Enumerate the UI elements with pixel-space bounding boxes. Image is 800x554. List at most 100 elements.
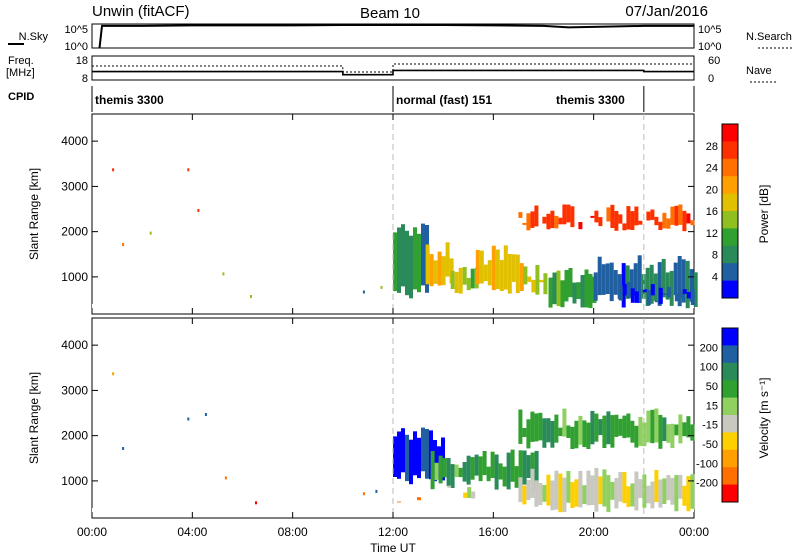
power-data-cell (503, 245, 508, 290)
power-data-cell (454, 271, 459, 293)
velocity-data-cell (574, 479, 579, 507)
freq-left-label: Freq. (8, 55, 34, 67)
power-data-cell (613, 270, 618, 295)
power-colorbar-swatch (722, 228, 738, 247)
power-data-cell (654, 216, 659, 226)
power-data-cell (638, 220, 643, 225)
velocity-data-cell (470, 457, 475, 480)
power-data-cell (526, 213, 531, 231)
power-ylabel: Slant Range [km] (27, 168, 41, 260)
velocity-data-cell (618, 472, 623, 502)
velocity-data-cell (606, 475, 611, 513)
power-colorbar-label: Power [dB] (757, 185, 771, 244)
velocity-data-cell (534, 413, 539, 442)
velocity-data-cell (550, 480, 555, 511)
power-data-cell (653, 273, 658, 301)
velocity-data-cell (622, 415, 627, 439)
velocity-colorbar-tick: -100 (696, 458, 718, 470)
power-data-cell (550, 210, 555, 228)
velocity-data-cell (471, 491, 476, 499)
velocity-data-cell (534, 450, 539, 484)
power-data-cell (518, 212, 523, 218)
velocity-data-point (362, 492, 365, 496)
power-data-cell (661, 258, 666, 298)
velocity-data-cell (421, 427, 425, 472)
velocity-data-cell (393, 436, 397, 477)
power-data-cell (682, 289, 687, 294)
velocity-data-cell (446, 458, 451, 486)
power-data-point (222, 272, 225, 276)
power-data-cell (645, 267, 650, 306)
power-colorbar-swatch (722, 211, 738, 229)
power-data-cell (441, 256, 446, 286)
time-xtick-label: 00:00 (77, 525, 107, 539)
power-data-cell (666, 286, 671, 298)
beam-title: Beam 10 (360, 5, 420, 22)
velocity-data-cell (666, 424, 671, 443)
velocity-colorbar-tick: 50 (706, 381, 718, 393)
velocity-data-cell (570, 482, 575, 508)
power-data-cell (678, 204, 683, 225)
velocity-data-cell (690, 474, 695, 509)
power-data-cell (658, 221, 663, 230)
power-data-cell (519, 263, 524, 291)
power-data-cell (511, 254, 516, 282)
power-data-cell (630, 288, 635, 303)
cpid-label: CPID (8, 91, 34, 103)
power-data-cell (690, 220, 695, 226)
power-data-cell (479, 250, 484, 284)
power-data-cell (689, 269, 694, 302)
power-colorbar-tick: 16 (706, 206, 718, 218)
velocity-data-cell (650, 409, 655, 444)
power-data-cell (626, 206, 631, 230)
power-data-cell (433, 260, 438, 284)
power-data-cell (562, 204, 567, 225)
velocity-ytick-label: 3000 (61, 383, 88, 397)
power-data-cell (622, 284, 627, 296)
velocity-data-cell (498, 463, 503, 480)
power-data-cell (458, 267, 463, 294)
power-data-cell (678, 292, 683, 298)
velocity-data-cell (486, 466, 491, 482)
power-data-cell (534, 205, 539, 227)
velocity-ylabel: Slant Range [km] (27, 372, 41, 464)
velocity-data-cell (466, 455, 471, 485)
velocity-colorbar-swatch (722, 345, 738, 364)
power-data-cell (413, 227, 417, 290)
power-data-cell (522, 223, 527, 225)
velocity-data-cell (522, 428, 527, 437)
velocity-data-cell (586, 470, 591, 506)
velocity-data-cell (562, 408, 567, 437)
velocity-ytick-label: 4000 (61, 338, 88, 352)
velocity-data-cell (578, 470, 583, 508)
power-data-cell (584, 269, 589, 308)
velocity-data-cell (554, 414, 559, 443)
velocity-colorbar-swatch (722, 432, 738, 451)
velocity-ytick-label: 1000 (61, 474, 88, 488)
power-data-cell (495, 249, 500, 290)
time-xtick-label: 04:00 (177, 525, 207, 539)
velocity-data-cell (554, 470, 559, 510)
velocity-data-cell (630, 420, 635, 443)
velocity-colorbar-tick: -200 (696, 478, 718, 490)
power-data-cell (580, 275, 585, 308)
power-data-cell (409, 235, 413, 299)
power-colorbar-swatch (722, 124, 738, 142)
nave-series-line (92, 63, 694, 73)
velocity-data-cell (658, 479, 663, 508)
power-data-cell (598, 217, 603, 227)
velocity-data-cell (530, 468, 535, 498)
power-data-cell (462, 267, 467, 285)
power-data-cell (593, 272, 598, 301)
power-data-cell (576, 282, 581, 299)
velocity-data-cell (534, 480, 539, 507)
power-data-cell (650, 284, 655, 296)
power-data-cell (483, 264, 488, 282)
velocity-colorbar-tick: -15 (702, 420, 718, 432)
velocity-colorbar-tick: 100 (700, 362, 718, 374)
velocity-data-cell (467, 487, 472, 498)
velocity-data-cell (522, 485, 527, 505)
power-data-cell (609, 262, 614, 302)
power-data-cell (633, 263, 638, 296)
